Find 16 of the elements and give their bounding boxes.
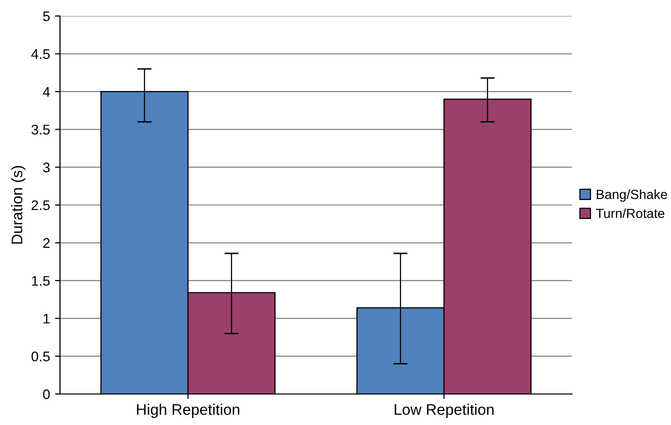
legend-label: Bang/Shake xyxy=(596,189,668,202)
y-tick-label: 1.5 xyxy=(32,276,50,286)
x-tick-label: Low Repetition xyxy=(394,404,494,418)
y-tick-label: 2 xyxy=(43,238,50,248)
x-tick-label: High Repetition xyxy=(137,404,240,418)
legend-label: Turn/Rotate xyxy=(596,208,664,218)
y-tick-label: 3 xyxy=(43,162,50,172)
y-tick-label: 3.5 xyxy=(32,124,50,135)
y-tick-label: 4 xyxy=(42,87,50,97)
y-tick-label: 0.5 xyxy=(32,352,50,362)
y-tick-label: 5 xyxy=(43,11,50,22)
y-tick-label: 4.5 xyxy=(31,49,50,59)
y-tick-label: 1 xyxy=(44,314,50,324)
y-tick-label: 2.5 xyxy=(32,200,50,210)
y-axis-title: Duration (s) xyxy=(11,166,26,244)
y-tick-label: 0 xyxy=(43,389,50,400)
